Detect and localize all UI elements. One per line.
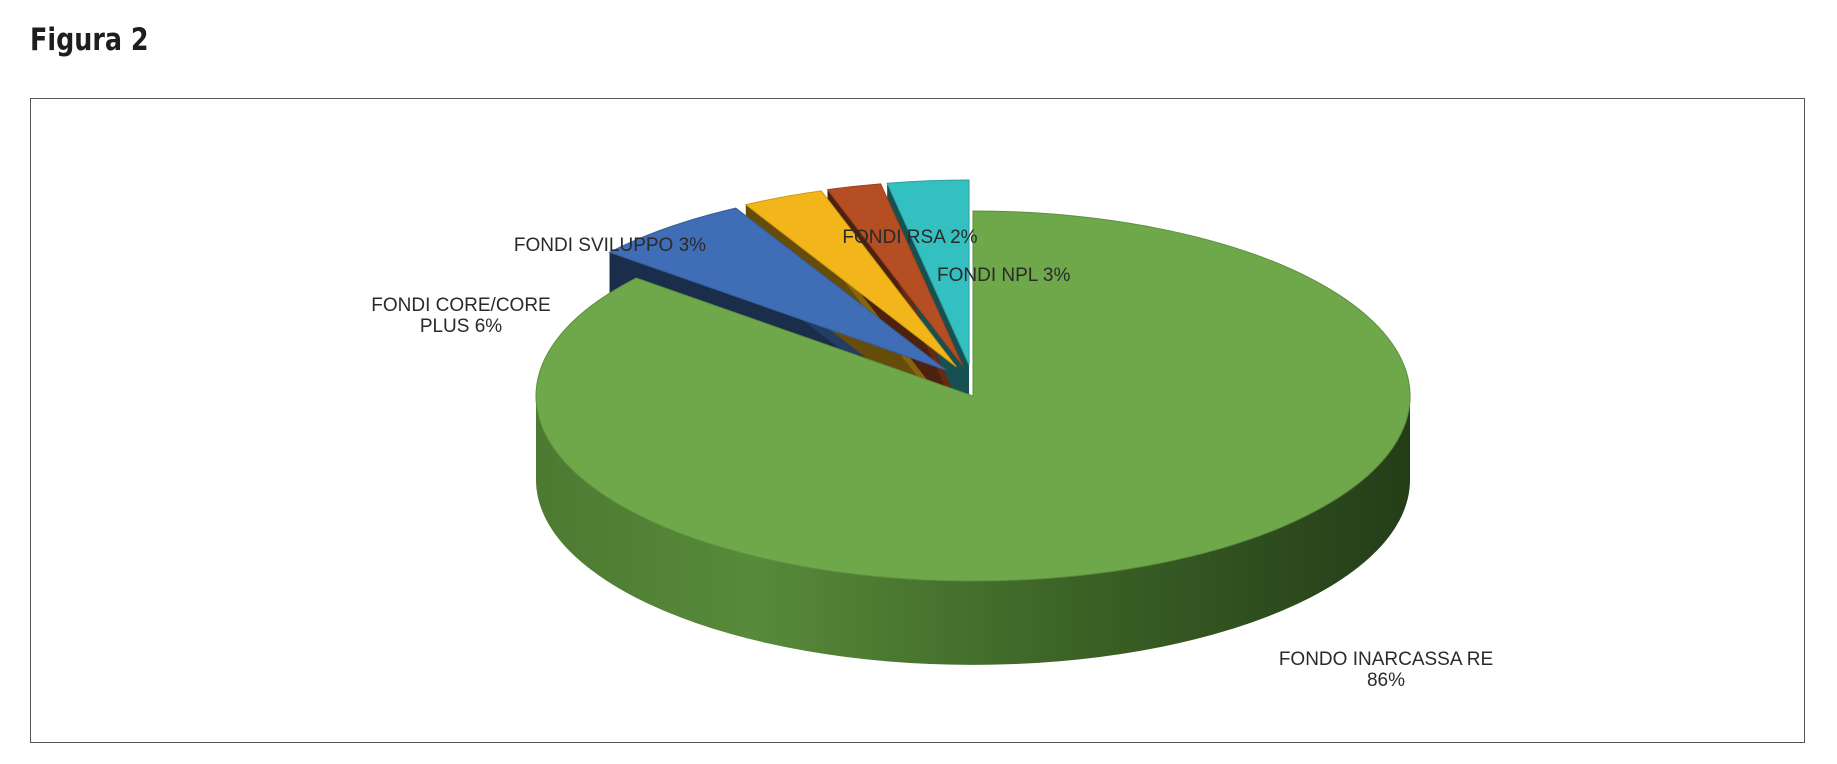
pie-slice-0 <box>535 210 1411 582</box>
chart-frame: FONDO INARCASSA RE 86% FONDI CORE/CORE PLUS… <box>30 98 1805 743</box>
slice-label-3: FONDI RSA 2% <box>842 227 977 248</box>
slice-label-line: FONDI CORE/CORE <box>371 295 550 316</box>
pie-slice-2 <box>744 190 957 368</box>
slice-label-line: FONDO INARCASSA RE <box>1279 649 1493 670</box>
pie-labels: FONDO INARCASSA RE 86% FONDI CORE/CORE PLUS… <box>371 227 1493 691</box>
slice-label-line: FONDI RSA 2% <box>842 227 977 248</box>
slice-label-line: FONDI NPL 3% <box>937 265 1070 286</box>
pie-slice-3 <box>826 183 964 366</box>
pie-slice-1 <box>608 207 947 371</box>
slice-label-line: PLUS 6% <box>420 316 502 337</box>
figure-title: Figura 2 <box>30 22 149 58</box>
slice-label-line: FONDI SVILUPPO 3% <box>514 235 706 256</box>
pie-chart: FONDO INARCASSA RE 86% FONDI CORE/CORE PLUS… <box>371 179 1493 691</box>
pie-tops <box>535 179 1411 582</box>
slice-label-4: FONDI NPL 3% <box>937 265 1070 286</box>
slice-label-1: FONDI CORE/CORE PLUS 6% <box>371 295 550 337</box>
pie-slice-4 <box>886 179 970 366</box>
slice-label-line: 86% <box>1367 670 1405 691</box>
slice-label-2: FONDI SVILUPPO 3% <box>514 235 706 256</box>
pie-side-outer-0 <box>536 396 1410 665</box>
slice-label-0: FONDO INARCASSA RE 86% <box>1279 649 1493 691</box>
